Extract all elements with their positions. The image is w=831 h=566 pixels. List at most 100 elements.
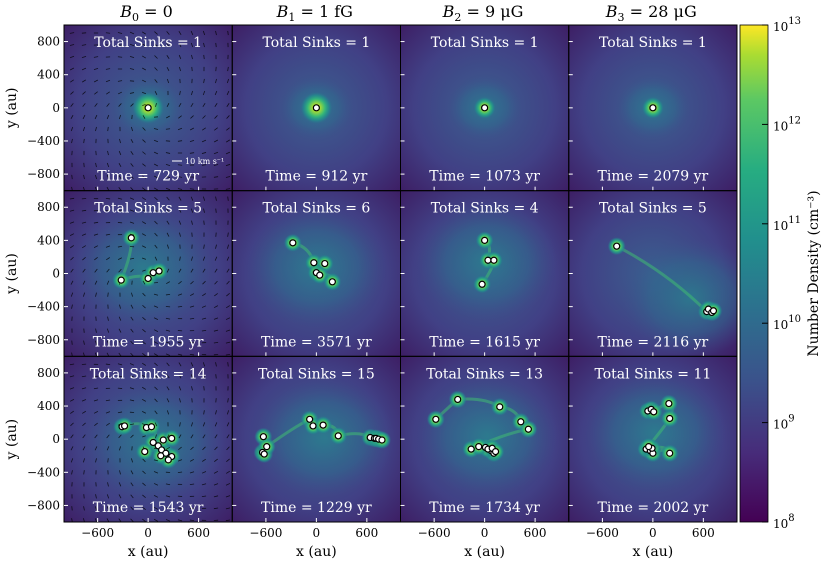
velocity-arrow <box>70 268 74 273</box>
velocity-arrow <box>226 434 230 439</box>
velocity-arrow <box>165 175 171 179</box>
velocity-arrow <box>213 305 219 309</box>
colorbar-tick-label: 109 <box>773 414 795 432</box>
velocity-arrow <box>153 128 159 130</box>
velocity-arrow <box>215 196 217 201</box>
velocity-arrow <box>70 245 74 249</box>
velocity-arrow <box>177 305 183 308</box>
velocity-arrow <box>141 197 147 201</box>
velocity-arrow <box>202 280 206 285</box>
velocity-arrow <box>166 208 170 213</box>
velocity-arrow <box>189 317 195 320</box>
velocity-arrow <box>225 495 231 498</box>
total-sinks-label: Total Sinks = 5 <box>94 201 202 217</box>
velocity-arrow <box>178 102 182 108</box>
velocity-arrow <box>142 304 146 309</box>
time-label: Time = 1543 yr <box>93 500 204 516</box>
velocity-arrow <box>190 42 194 48</box>
velocity-arrow <box>81 209 87 212</box>
x-tick-label: 600 <box>692 526 715 540</box>
time-label: Time = 2002 yr <box>598 500 709 516</box>
velocity-arrow <box>142 292 146 297</box>
velocity-arrow <box>165 507 171 510</box>
velocity-arrow <box>178 281 182 285</box>
velocity-arrow <box>153 341 159 345</box>
velocity-arrow <box>70 91 74 95</box>
velocity-arrow <box>154 67 158 71</box>
velocity-arrow <box>69 233 75 237</box>
sink-particle <box>117 276 125 284</box>
velocity-arrow <box>202 115 206 119</box>
velocity-arrow <box>215 362 217 367</box>
velocity-arrow <box>142 104 146 106</box>
velocity-arrow <box>141 374 147 378</box>
velocity-arrow <box>141 398 147 402</box>
panel-r0-c0 <box>64 25 233 192</box>
velocity-arrow <box>153 471 159 474</box>
velocity-arrow <box>178 386 182 391</box>
velocity-arrow <box>119 304 121 309</box>
velocity-arrow <box>190 434 194 439</box>
velocity-arrow <box>166 196 170 201</box>
velocity-arrow <box>225 519 231 522</box>
velocity-arrow <box>81 44 87 46</box>
sink-particle <box>666 449 674 457</box>
velocity-arrow <box>129 43 135 47</box>
colorbar-tick-label: 1011 <box>773 215 801 233</box>
velocity-arrow <box>118 482 122 487</box>
velocity-arrow <box>94 103 98 107</box>
total-sinks-label: Total Sinks = 11 <box>594 366 711 382</box>
sink-particle <box>478 280 486 288</box>
velocity-arrow <box>177 293 183 296</box>
velocity-arrow <box>82 292 86 297</box>
velocity-arrow <box>69 221 75 224</box>
sink-particle <box>645 443 653 451</box>
velocity-arrow <box>179 422 181 427</box>
velocity-arrow <box>82 126 86 132</box>
velocity-arrow <box>166 386 170 391</box>
velocity-arrow <box>142 494 146 498</box>
velocity-arrow <box>94 268 98 273</box>
panel-r2-c0 <box>64 356 233 522</box>
velocity-arrow <box>165 353 171 356</box>
gas-halo <box>417 376 558 496</box>
velocity-arrow <box>226 446 230 451</box>
velocity-arrow <box>129 221 135 224</box>
sink-particle <box>481 236 489 244</box>
velocity-arrow <box>225 139 231 143</box>
velocity-arrow <box>106 268 110 273</box>
velocity-arrow <box>82 458 86 463</box>
velocity-arrow <box>226 78 230 84</box>
velocity-arrow <box>129 387 135 390</box>
velocity-arrow <box>226 280 230 285</box>
velocity-arrow <box>142 353 146 357</box>
velocity-arrow <box>142 470 146 475</box>
velocity-arrow <box>178 54 182 60</box>
y-tick-label: −800 <box>27 333 60 347</box>
velocity-arrow <box>154 55 158 59</box>
velocity-arrow <box>81 410 87 414</box>
velocity-arrow <box>201 317 207 320</box>
velocity-arrow <box>154 79 158 83</box>
velocity-arrow <box>213 151 219 155</box>
sink-particle <box>144 274 152 283</box>
velocity-arrow <box>130 268 134 273</box>
velocity-arrow <box>106 506 110 511</box>
velocity-arrow <box>178 434 182 439</box>
velocity-arrow <box>154 422 158 427</box>
velocity-arrow <box>117 91 123 95</box>
velocity-arrow <box>105 411 111 414</box>
velocity-arrow <box>213 329 219 332</box>
velocity-arrow <box>213 139 219 143</box>
velocity-arrow <box>190 208 194 213</box>
velocity-arrow <box>107 150 109 156</box>
velocity-arrow <box>105 363 111 366</box>
velocity-arrow <box>106 494 110 499</box>
velocity-arrow <box>177 459 183 462</box>
velocity-arrow <box>82 256 86 261</box>
velocity-arrow <box>214 293 218 297</box>
velocity-arrow <box>227 196 229 201</box>
column-title-0: B0 = 0 <box>120 2 173 25</box>
panel-r1-c1 <box>232 190 401 357</box>
velocity-arrow <box>117 80 123 82</box>
